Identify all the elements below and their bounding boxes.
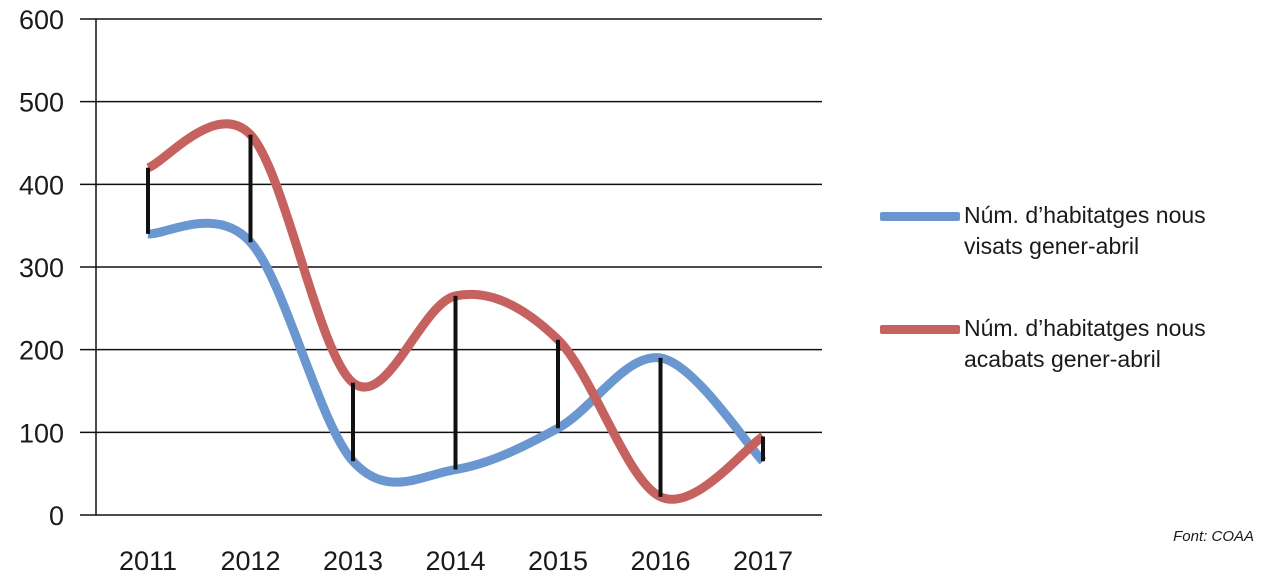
legend-label-visats: Núm. d’habitatges nous visats gener-abri… [964,202,1206,259]
difference-connectors [146,134,765,497]
y-tick-label: 500 [19,88,64,118]
gridlines [80,18,822,516]
y-tick-label: 100 [19,418,64,448]
legend-swatch-visats [880,212,960,221]
x-tick-label: 2013 [323,546,383,576]
x-tick-label: 2014 [425,546,485,576]
legend-label-acabats: Núm. d’habitatges nous acabats gener-abr… [964,315,1206,372]
y-axis-ticks: 0 100 200 300 400 500 600 [19,5,64,531]
x-tick-label: 2017 [733,546,793,576]
y-tick-label: 300 [19,253,64,283]
y-tick-label: 400 [19,170,64,200]
x-tick-label: 2016 [630,546,690,576]
y-tick-label: 600 [19,5,64,35]
x-tick-label: 2012 [220,546,280,576]
y-tick-label: 200 [19,336,64,366]
x-axis-ticks: 2011 2012 2013 2014 2015 2016 2017 [119,546,793,576]
x-tick-label: 2015 [528,546,588,576]
legend-swatch-acabats [880,325,960,334]
x-tick-label: 2011 [119,546,177,576]
source-note: Font: COAA [1173,528,1254,545]
y-tick-label: 0 [49,501,64,531]
